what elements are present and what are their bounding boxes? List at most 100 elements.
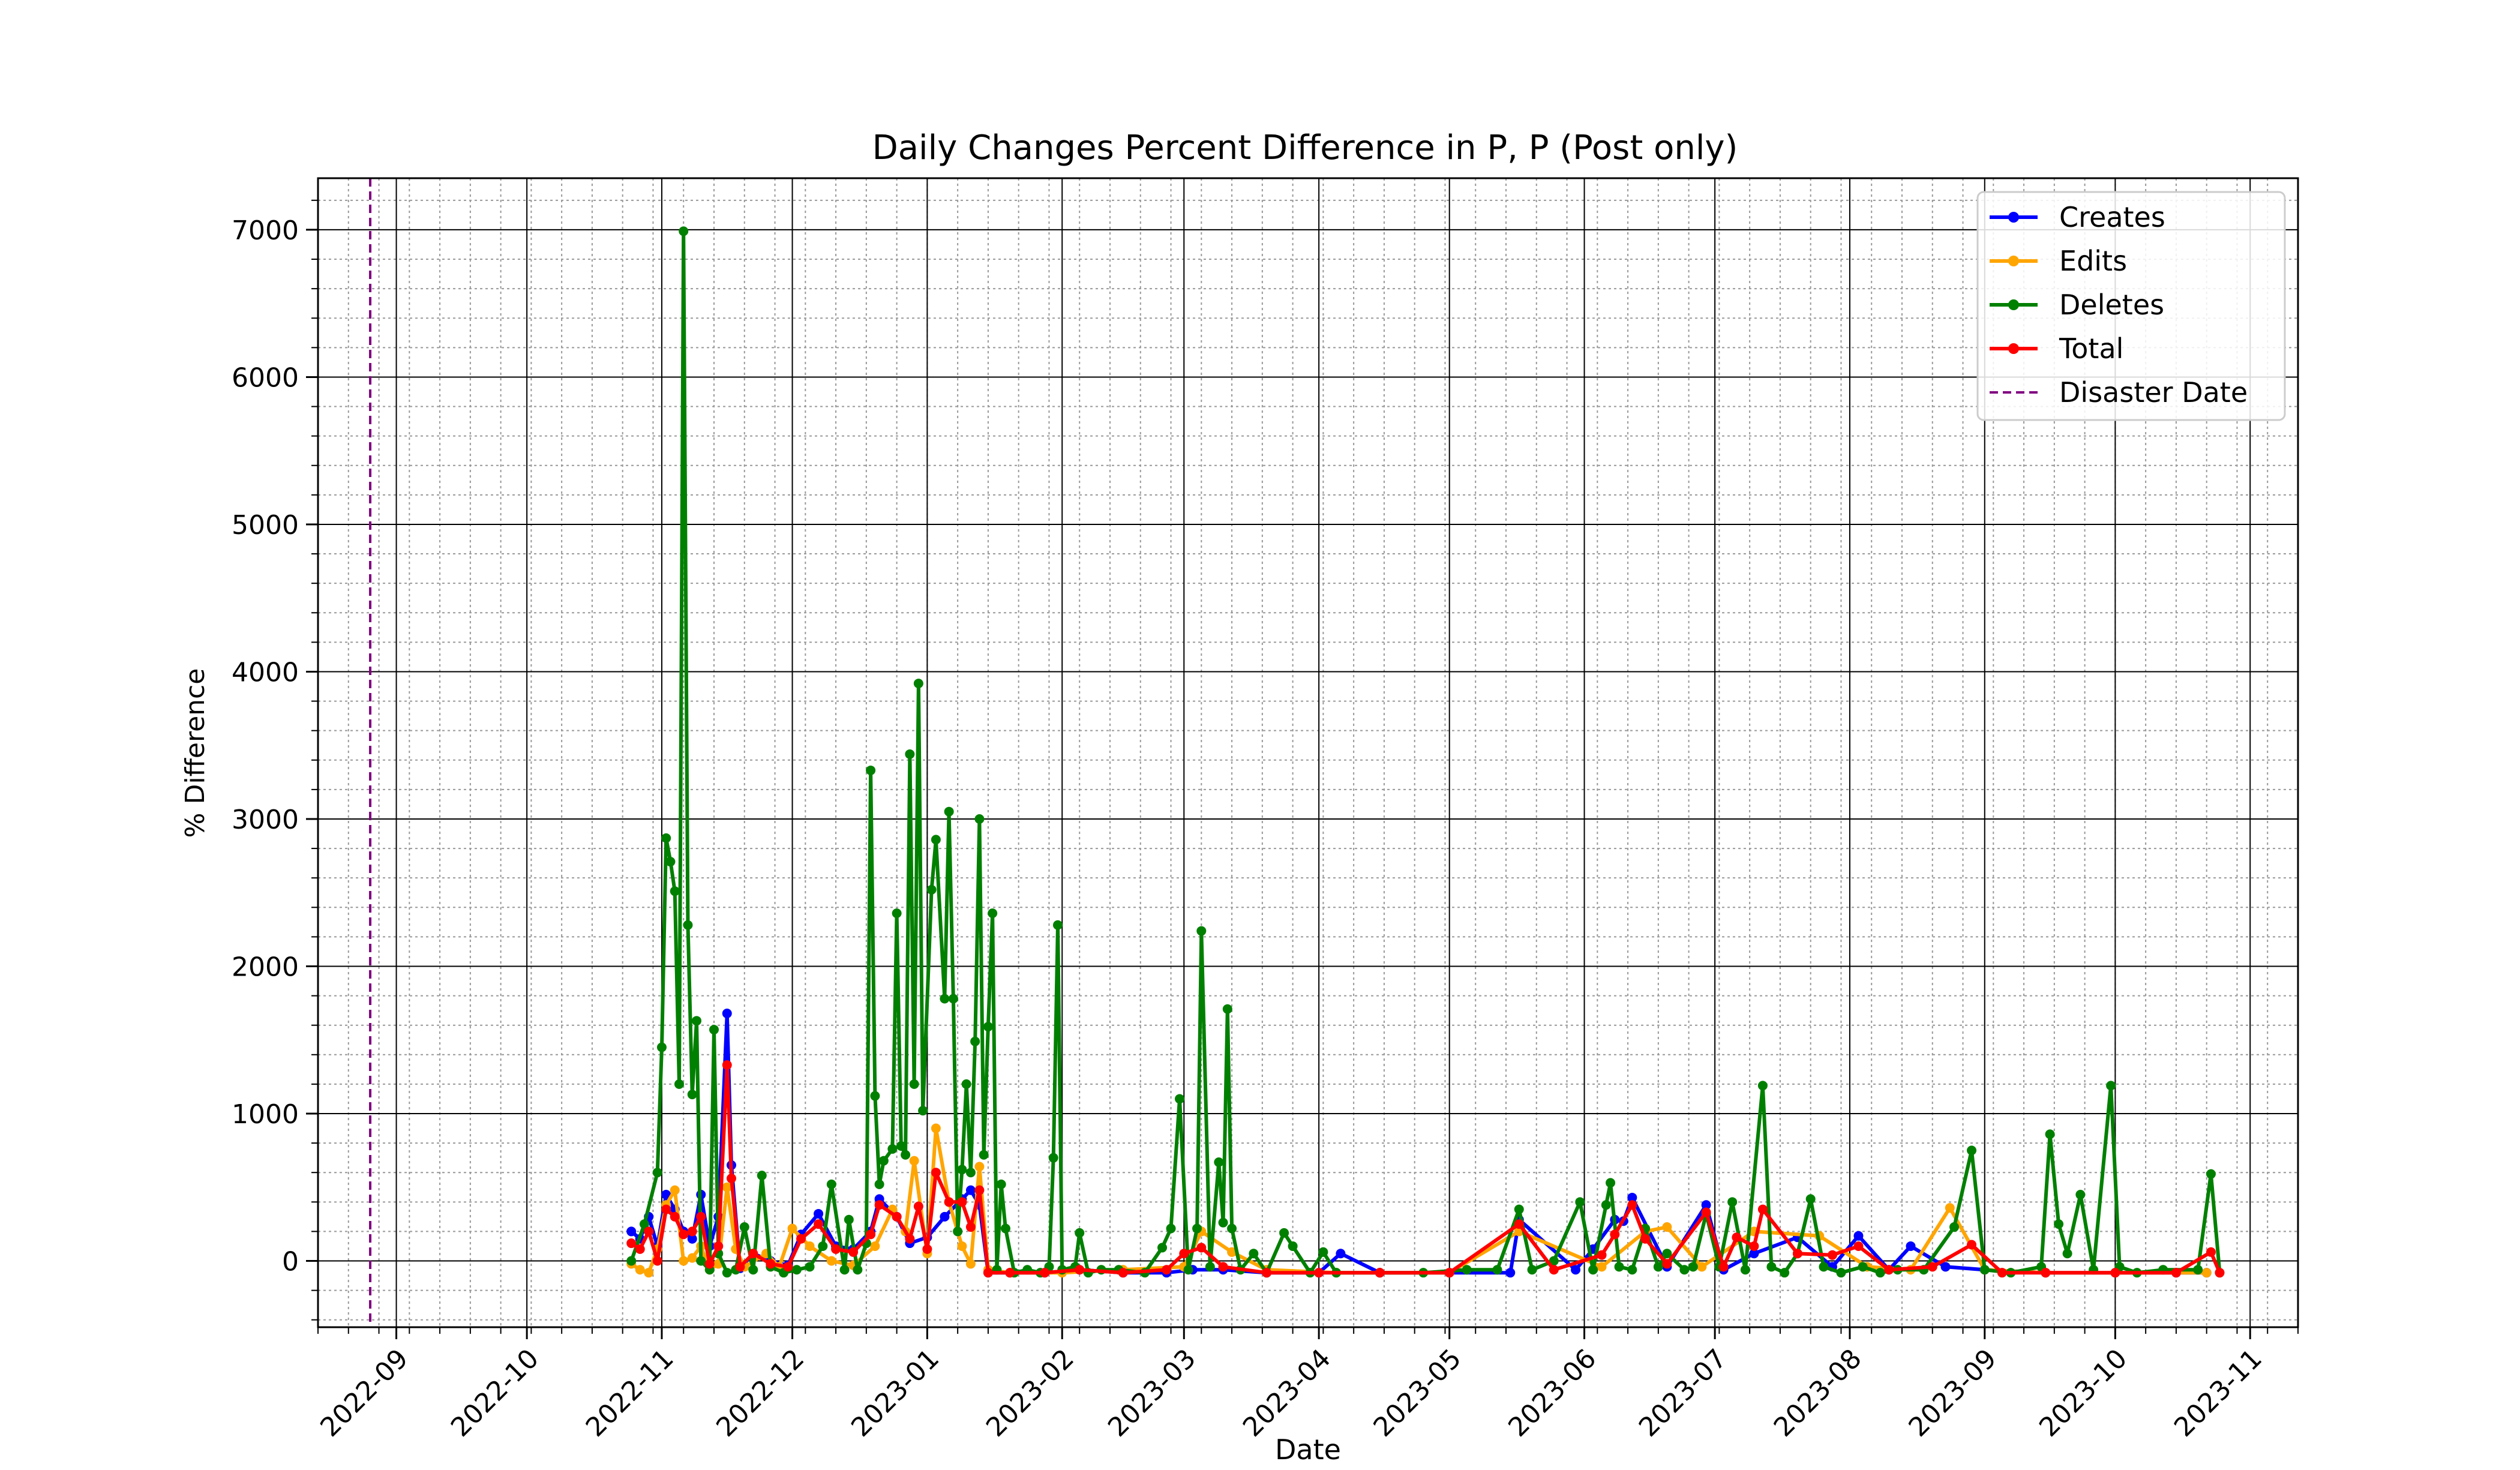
data-point [839,1265,850,1275]
data-point [722,1009,732,1019]
data-point [1575,1197,1585,1207]
data-point [988,908,998,919]
data-point [1514,1219,1524,1229]
data-point [1967,1145,1977,1156]
legend-item: Total [1990,332,2123,365]
data-point [1701,1200,1711,1210]
data-point [1732,1232,1742,1243]
data-point [1662,1249,1672,1259]
data-point [1597,1262,1607,1272]
data-point [787,1223,797,1234]
data-point [1048,1153,1058,1163]
plot-frame [317,177,2299,1328]
legend-label: Creates [2059,201,2165,233]
legend-item: Disaster Date [1990,376,2248,409]
data-point [670,1211,680,1222]
series-layer [626,226,2225,1278]
data-point [957,1241,967,1251]
data-point [683,920,693,930]
data-point [1757,1081,1768,1091]
data-point [696,1256,706,1266]
y-tick-label: 6000 [232,362,299,393]
data-point [1214,1157,1224,1168]
data-point [1052,920,1063,930]
data-point [670,1185,680,1195]
data-point [905,749,915,759]
data-point [783,1262,793,1272]
data-point [1314,1268,1324,1278]
data-point [2045,1129,2055,1139]
x-axis-label: Date [1275,1433,1341,1466]
legend-label: Edits [2059,245,2127,277]
data-point [1262,1268,1272,1278]
data-point [644,1268,654,1278]
data-point [931,835,941,845]
legend-item: Edits [1990,245,2127,277]
major-grid [318,178,2298,1327]
data-point [1166,1223,1176,1234]
data-point [805,1262,815,1272]
data-point [909,1156,919,1166]
data-point [722,1060,732,1070]
data-point [818,1241,828,1251]
data-point [796,1234,806,1244]
data-point [1492,1265,1502,1275]
data-point [1749,1249,1759,1259]
data-point [953,1226,963,1237]
data-point [944,1197,954,1207]
data-point [892,908,902,919]
data-point [1196,926,1207,936]
data-point [913,679,923,689]
data-point [1606,1178,1616,1188]
data-point [1940,1262,1951,1272]
data-point [1075,1228,1085,1238]
data-point [901,1150,911,1160]
legend: Creates Edits Deletes Total Disaster Date [1976,191,2286,421]
data-point [1162,1265,1172,1275]
data-point [2206,1169,2216,1179]
data-point [1218,1217,1228,1228]
data-point [739,1222,749,1232]
data-point [1192,1223,1202,1234]
data-point [831,1244,841,1254]
data-point [635,1265,645,1275]
data-point [1218,1262,1228,1272]
data-point [996,1179,1006,1189]
data-point [826,1256,836,1266]
data-point [1588,1265,1598,1275]
data-point [1792,1249,1802,1259]
data-point [866,1229,876,1240]
data-point [1727,1197,1738,1207]
data-point [1075,1265,1085,1275]
data-point [2193,1265,2203,1275]
data-point [2106,1081,2116,1091]
data-point [1780,1268,1790,1278]
data-point [652,1256,662,1266]
data-point [866,765,876,775]
data-point [1505,1268,1516,1278]
data-point [1279,1228,1289,1238]
data-point [687,1234,697,1244]
data-point [926,884,937,895]
data-point [905,1234,915,1244]
data-point [1614,1262,1624,1272]
data-point [2110,1268,2120,1278]
series-total [626,1060,2225,1278]
data-point [1679,1265,1690,1275]
data-point [656,1042,667,1052]
y-tick-label: 7000 [232,215,299,246]
data-point [844,1214,854,1225]
data-point [639,1219,649,1229]
data-point [1179,1249,1189,1259]
data-point [1444,1268,1454,1278]
chart-title: Daily Changes Percent Difference in P, P… [872,128,1738,167]
data-point [965,1185,976,1195]
data-point [974,814,985,824]
data-point [874,1179,884,1189]
data-point [1157,1243,1168,1253]
data-point [735,1262,745,1272]
data-point [940,1211,950,1222]
data-point [722,1268,732,1278]
data-point [1757,1204,1768,1214]
